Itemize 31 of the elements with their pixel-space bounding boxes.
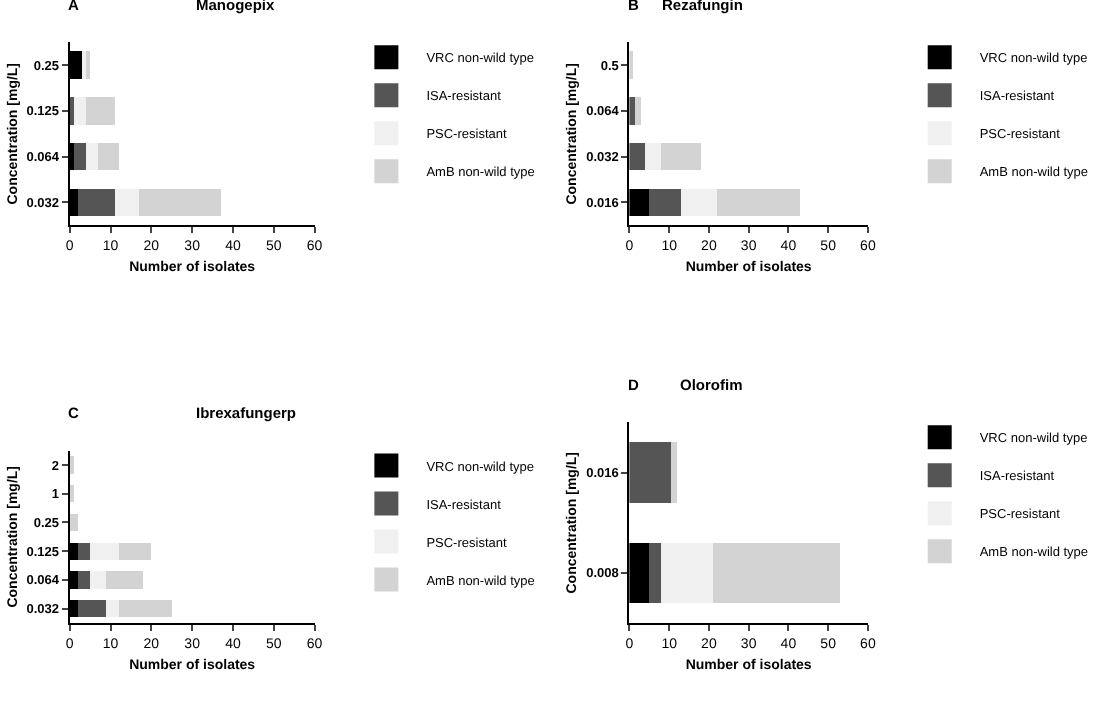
bar	[77, 600, 107, 618]
bar	[81, 51, 87, 79]
bar	[712, 542, 841, 603]
bar	[114, 188, 140, 217]
bar	[681, 188, 717, 217]
bar	[661, 142, 701, 171]
bar	[118, 542, 152, 560]
bar	[139, 188, 221, 217]
bar	[118, 600, 172, 618]
bar	[629, 142, 646, 171]
bar	[86, 97, 115, 125]
bar	[86, 142, 99, 171]
bar	[649, 188, 682, 217]
bar	[106, 571, 144, 589]
bar	[716, 188, 801, 217]
bar	[77, 542, 91, 560]
bar	[77, 571, 91, 589]
bar	[69, 513, 78, 532]
bar	[629, 442, 674, 503]
bar	[73, 97, 87, 125]
bar	[98, 142, 119, 171]
bar	[645, 142, 662, 171]
bar	[661, 542, 713, 603]
bar	[90, 571, 107, 589]
bar	[649, 542, 662, 603]
bar	[671, 442, 678, 503]
bar	[635, 97, 642, 125]
bar	[77, 188, 115, 217]
bar	[73, 142, 87, 171]
bar	[106, 600, 119, 618]
bar	[90, 542, 119, 560]
